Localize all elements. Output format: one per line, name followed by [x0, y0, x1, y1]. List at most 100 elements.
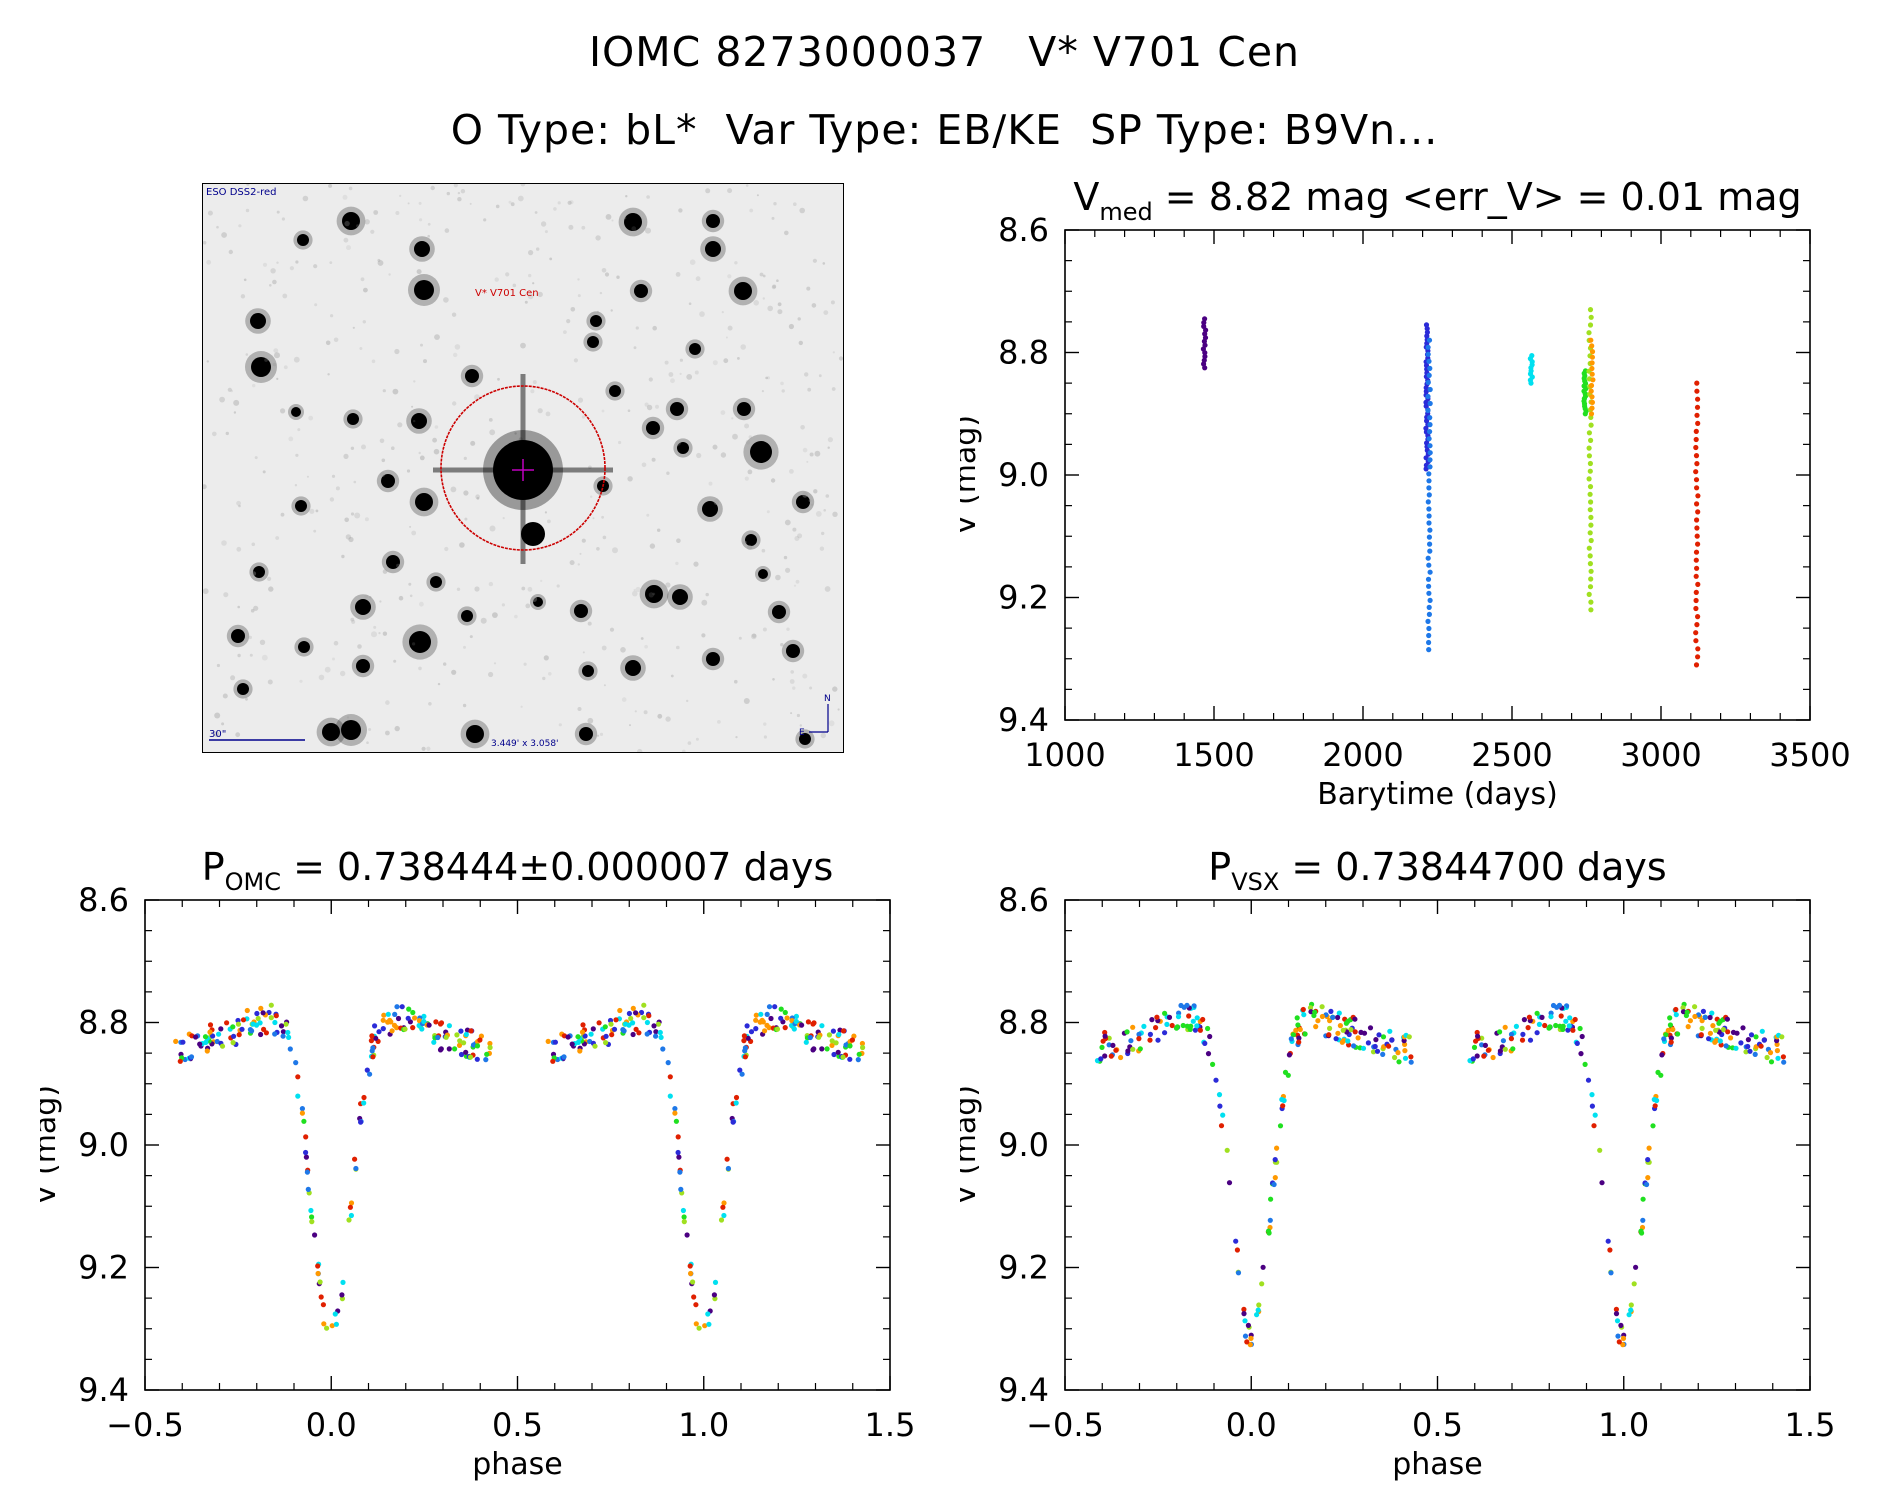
noise-speck: [350, 512, 355, 516]
data-point: [1745, 1037, 1751, 1043]
data-point: [364, 1067, 370, 1073]
data-point: [1631, 1281, 1637, 1287]
data-point: [1256, 1302, 1262, 1308]
data-point: [1328, 1008, 1334, 1014]
noise-speck: [747, 469, 753, 475]
noise-speck: [313, 264, 318, 269]
data-point: [1586, 476, 1592, 482]
sky-image: ESO DSS2-red V* V701 Cen 30" 3.449' x 3.…: [202, 183, 844, 753]
data-point: [312, 1232, 318, 1238]
star: [737, 402, 751, 416]
noise-speck: [648, 592, 654, 598]
data-point: [611, 1026, 618, 1032]
star: [772, 605, 786, 619]
data-point: [1582, 1061, 1588, 1067]
data-point: [687, 1263, 693, 1269]
data-point: [446, 1046, 452, 1052]
data-point: [721, 1212, 727, 1219]
noise-speck: [657, 713, 663, 719]
noise-speck: [746, 544, 753, 550]
data-point: [372, 1023, 378, 1029]
data-point: [1693, 573, 1699, 579]
noise-speck: [537, 408, 543, 414]
data-point: [1758, 1043, 1764, 1049]
noise-speck: [407, 202, 410, 205]
noise-speck: [497, 377, 500, 381]
noise-speck: [632, 590, 638, 597]
data-point: [1226, 1180, 1233, 1186]
data-point: [1670, 1026, 1676, 1033]
noise-speck: [444, 228, 450, 233]
data-point: [1599, 1180, 1605, 1186]
data-point: [1426, 513, 1432, 519]
data-point: [1768, 1059, 1775, 1065]
data-point: [1588, 514, 1594, 520]
star: [796, 495, 810, 509]
data-point: [1184, 1002, 1190, 1008]
noise-speck: [797, 317, 801, 321]
noise-speck: [811, 303, 817, 308]
chart-title: Vmed = 8.82 mag <err_V> = 0.01 mag: [1073, 175, 1801, 226]
noise-speck: [523, 662, 527, 666]
data-point: [1224, 1147, 1230, 1153]
data-point: [1296, 1039, 1302, 1045]
data-point: [1585, 1077, 1592, 1083]
data-point: [406, 1006, 412, 1012]
noise-speck: [314, 303, 318, 307]
noise-speck: [274, 352, 280, 359]
noise-speck: [721, 311, 724, 314]
target-label: V* V701 Cen: [475, 288, 539, 299]
data-point: [1655, 1069, 1661, 1075]
star: [745, 534, 757, 546]
noise-speck: [528, 250, 534, 256]
data-point: [1205, 1051, 1212, 1057]
data-point: [824, 1046, 830, 1052]
data-point: [303, 1149, 309, 1156]
noise-speck: [488, 671, 494, 678]
star: [734, 282, 752, 300]
data-point: [458, 1051, 465, 1058]
noise-speck: [592, 517, 595, 520]
data-point: [367, 1071, 373, 1077]
noise-speck: [745, 440, 751, 445]
data-point: [438, 1020, 445, 1026]
data-point: [1175, 1014, 1182, 1020]
data-point: [1355, 1035, 1361, 1041]
noise-speck: [308, 415, 314, 421]
noise-speck: [641, 462, 647, 468]
noise-speck: [545, 411, 551, 417]
data-point: [1589, 371, 1595, 377]
data-point: [1169, 1022, 1175, 1029]
noise-speck: [566, 319, 571, 324]
noise-speck: [731, 417, 734, 420]
noise-speck: [494, 277, 499, 282]
data-point: [1694, 485, 1700, 491]
noise-speck: [250, 608, 255, 613]
target-star: [433, 374, 613, 564]
star: [786, 644, 800, 658]
data-point: [1753, 1034, 1759, 1040]
star: [430, 576, 442, 588]
data-point: [412, 1015, 418, 1021]
data-point: [1720, 1027, 1726, 1033]
noise-speck: [254, 456, 258, 460]
noise-speck: [570, 307, 576, 312]
header-title-line2: O Type: bL* Var Type: EB/KE SP Type: B9V…: [450, 106, 1439, 154]
noise-speck: [470, 440, 476, 446]
data-point: [851, 1033, 857, 1039]
data-point: [410, 1009, 416, 1016]
data-point: [236, 1032, 242, 1038]
data-point: [1694, 525, 1700, 531]
noise-speck: [437, 682, 441, 686]
data-point: [1426, 478, 1432, 484]
data-point: [603, 1033, 609, 1039]
data-point: [1695, 541, 1701, 547]
noise-speck: [686, 374, 693, 380]
x-tick-label: 1500: [1173, 736, 1254, 774]
noise-speck: [627, 476, 633, 482]
data-point: [1521, 1017, 1527, 1023]
noise-speck: [272, 362, 277, 367]
noise-speck: [815, 511, 822, 517]
data-point: [1645, 1157, 1651, 1163]
star: [750, 441, 772, 463]
